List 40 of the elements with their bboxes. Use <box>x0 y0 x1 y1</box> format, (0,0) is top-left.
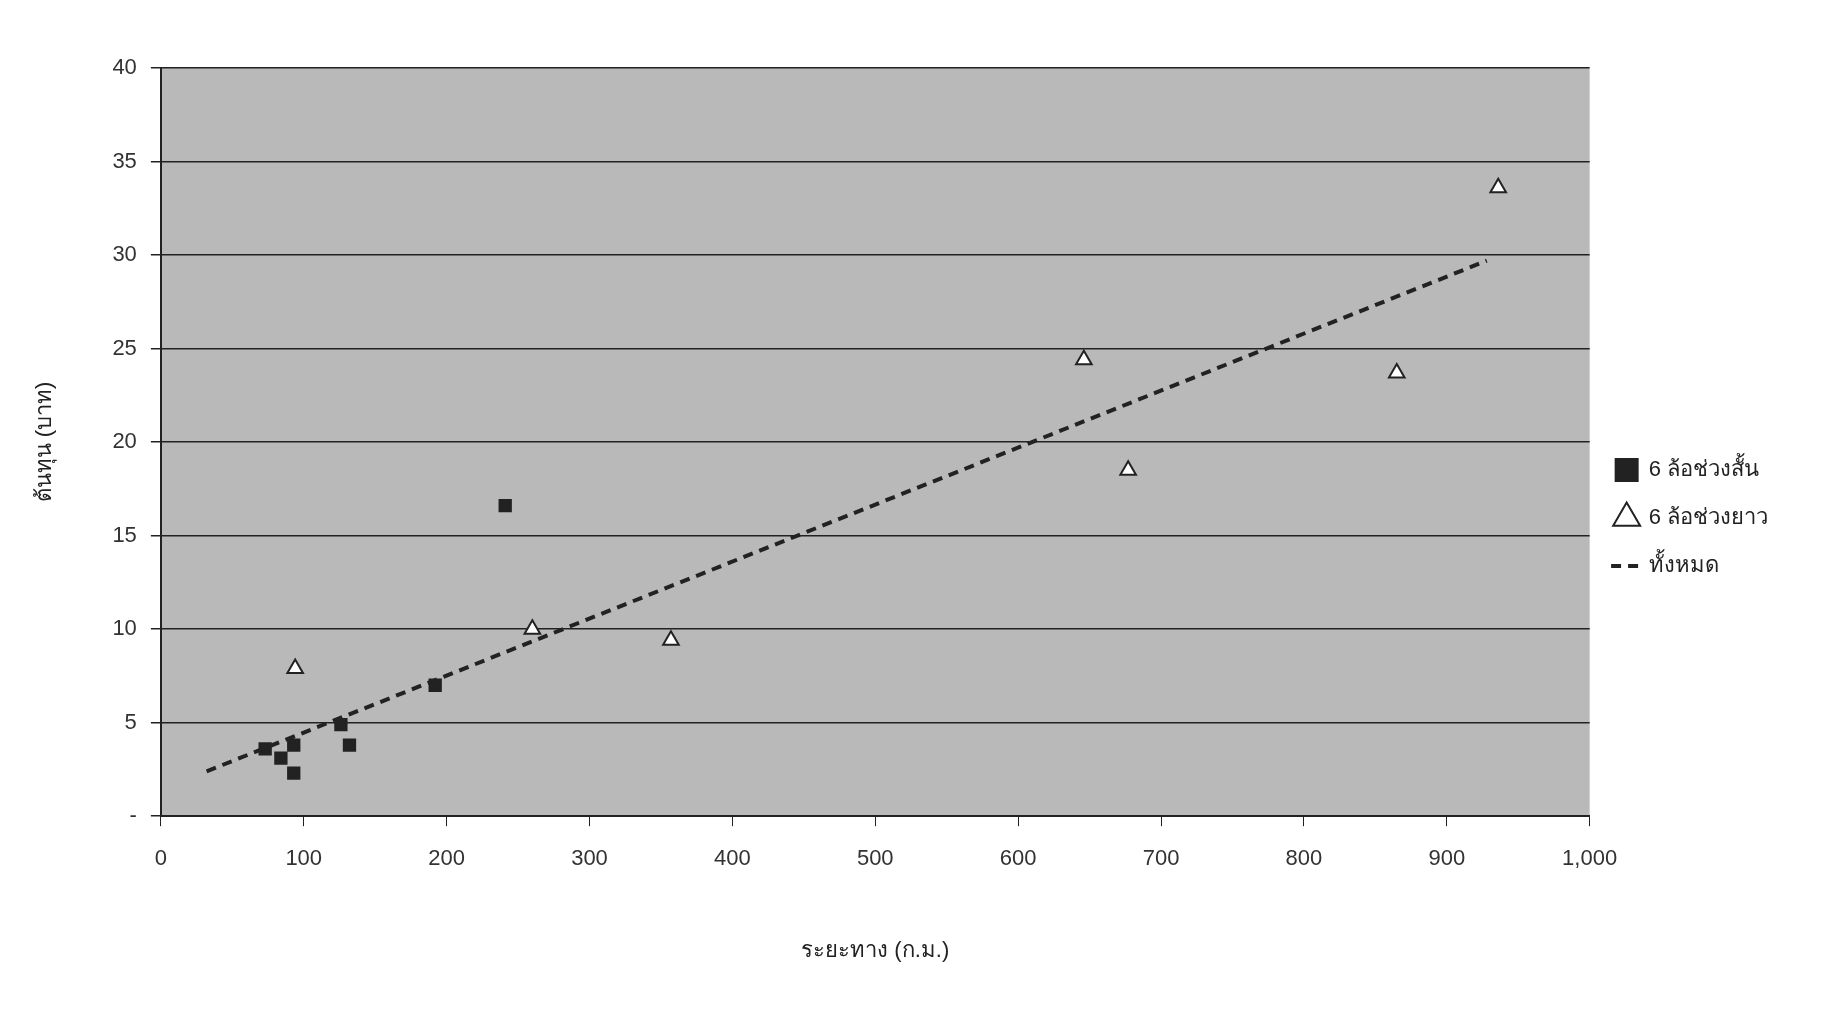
point <box>274 751 288 765</box>
x-tick-label: 800 <box>1285 845 1323 871</box>
point <box>334 717 348 732</box>
point <box>498 499 512 513</box>
point <box>342 738 357 752</box>
x-tick-label: 0 <box>154 845 167 871</box>
y-axis-title: ต้นทุน (บาท) <box>31 381 58 503</box>
y-tick-label: 30 <box>112 241 137 267</box>
point <box>523 619 542 635</box>
y-tick-label: 25 <box>112 334 137 360</box>
x-tick-label: 200 <box>428 845 465 871</box>
point <box>662 630 680 646</box>
x-tick-label: 300 <box>571 845 608 871</box>
x-tick-label: 400 <box>714 845 751 871</box>
x-axis-title: ระยะทาง (ก.ม.) <box>801 936 950 962</box>
point <box>258 742 272 756</box>
x-tick-label: 900 <box>1428 845 1466 871</box>
x-tick-label: 600 <box>999 845 1037 871</box>
x-tick-label: 500 <box>856 845 894 871</box>
y-tick-label: 10 <box>112 615 137 641</box>
y-tick-label: - <box>129 802 137 828</box>
point <box>1075 349 1093 366</box>
y-tick-label: 35 <box>112 147 137 173</box>
legend-label: ทั้งหมด <box>1648 549 1719 578</box>
point <box>287 766 301 780</box>
point <box>428 678 442 692</box>
y-tick-label: 5 <box>124 708 137 734</box>
point <box>287 738 301 752</box>
y-tick-label: 15 <box>112 521 137 547</box>
legend-label: 6 ล้อช่วงยาว <box>1648 504 1769 530</box>
x-tick-label: 100 <box>285 845 323 871</box>
legend-label: 6 ล้อช่วงสั้น <box>1648 453 1760 482</box>
x-tick-label: 700 <box>1142 845 1180 871</box>
y-tick-label: 40 <box>112 54 137 80</box>
point <box>1119 460 1137 476</box>
y-tick-label: 20 <box>112 428 137 454</box>
point <box>1489 177 1508 194</box>
x-tick-label: 1,000 <box>1562 845 1618 871</box>
point <box>1387 362 1406 379</box>
point <box>286 658 304 674</box>
